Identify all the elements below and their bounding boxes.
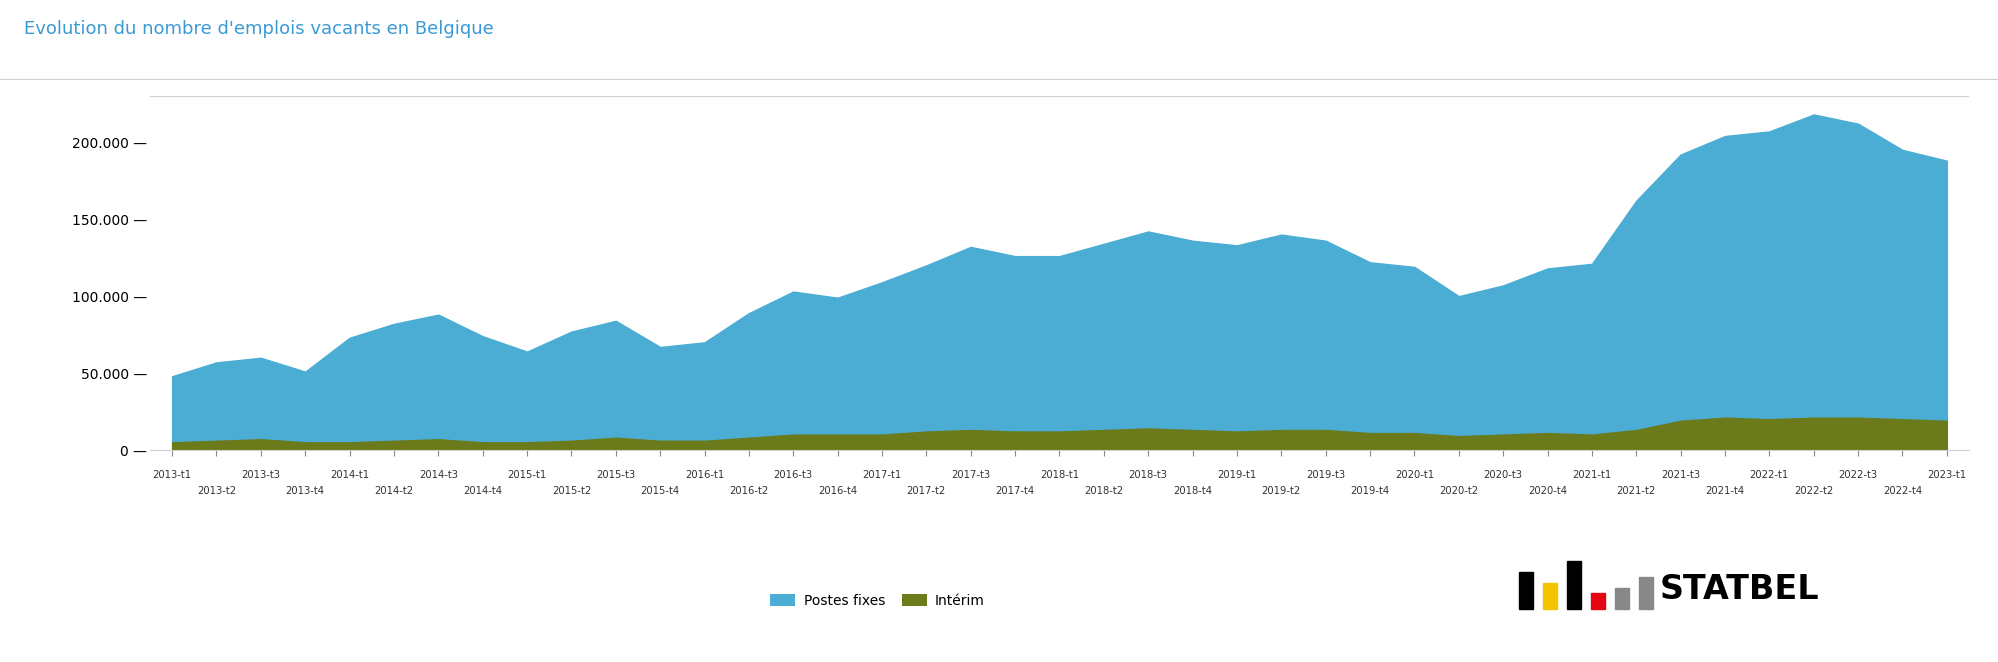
Text: 2014-t4: 2014-t4 bbox=[464, 487, 501, 496]
Text: 2015-t2: 2015-t2 bbox=[551, 487, 591, 496]
Text: 2021-t2: 2021-t2 bbox=[1616, 487, 1654, 496]
Text: 2022-t4: 2022-t4 bbox=[1882, 487, 1920, 496]
Text: 2016-t3: 2016-t3 bbox=[773, 469, 813, 479]
Text: 2017-t4: 2017-t4 bbox=[995, 487, 1035, 496]
Text: 2020-t2: 2020-t2 bbox=[1439, 487, 1479, 496]
Text: 2019-t4: 2019-t4 bbox=[1351, 487, 1389, 496]
Text: 2013-t3: 2013-t3 bbox=[242, 469, 280, 479]
Text: 2013-t1: 2013-t1 bbox=[152, 469, 192, 479]
Text: 2022-t1: 2022-t1 bbox=[1748, 469, 1788, 479]
Text: 2020-t3: 2020-t3 bbox=[1483, 469, 1522, 479]
Text: 2019-t2: 2019-t2 bbox=[1261, 487, 1301, 496]
Text: 2016-t4: 2016-t4 bbox=[817, 487, 857, 496]
Text: 2018-t3: 2018-t3 bbox=[1129, 469, 1167, 479]
Text: 2019-t3: 2019-t3 bbox=[1305, 469, 1345, 479]
Text: 2021-t3: 2021-t3 bbox=[1660, 469, 1700, 479]
Text: 2018-t2: 2018-t2 bbox=[1083, 487, 1123, 496]
Text: 2017-t1: 2017-t1 bbox=[861, 469, 901, 479]
Text: 2014-t3: 2014-t3 bbox=[420, 469, 458, 479]
Text: 2021-t4: 2021-t4 bbox=[1704, 487, 1744, 496]
Legend: Postes fixes, Intérim: Postes fixes, Intérim bbox=[765, 588, 989, 613]
Text: 2013-t4: 2013-t4 bbox=[286, 487, 324, 496]
Text: 2022-t2: 2022-t2 bbox=[1792, 487, 1832, 496]
Text: 2016-t1: 2016-t1 bbox=[685, 469, 723, 479]
Text: 2018-t4: 2018-t4 bbox=[1173, 487, 1211, 496]
Text: 2015-t1: 2015-t1 bbox=[507, 469, 545, 479]
Text: 2021-t1: 2021-t1 bbox=[1572, 469, 1610, 479]
Text: 2015-t4: 2015-t4 bbox=[639, 487, 679, 496]
Text: 2020-t1: 2020-t1 bbox=[1395, 469, 1433, 479]
Text: 2020-t4: 2020-t4 bbox=[1526, 487, 1566, 496]
Text: 2013-t2: 2013-t2 bbox=[198, 487, 236, 496]
Text: 2016-t2: 2016-t2 bbox=[729, 487, 767, 496]
Text: 2022-t3: 2022-t3 bbox=[1838, 469, 1876, 479]
Text: 2015-t3: 2015-t3 bbox=[595, 469, 635, 479]
Text: 2017-t2: 2017-t2 bbox=[907, 487, 945, 496]
Text: Evolution du nombre d'emplois vacants en Belgique: Evolution du nombre d'emplois vacants en… bbox=[24, 20, 494, 38]
Text: 2014-t1: 2014-t1 bbox=[330, 469, 370, 479]
Text: 2017-t3: 2017-t3 bbox=[951, 469, 989, 479]
Text: 2018-t1: 2018-t1 bbox=[1039, 469, 1079, 479]
Text: STATBEL: STATBEL bbox=[1658, 573, 1818, 606]
Text: 2014-t2: 2014-t2 bbox=[374, 487, 414, 496]
Text: 2019-t1: 2019-t1 bbox=[1217, 469, 1257, 479]
Text: 2023-t1: 2023-t1 bbox=[1926, 469, 1966, 479]
